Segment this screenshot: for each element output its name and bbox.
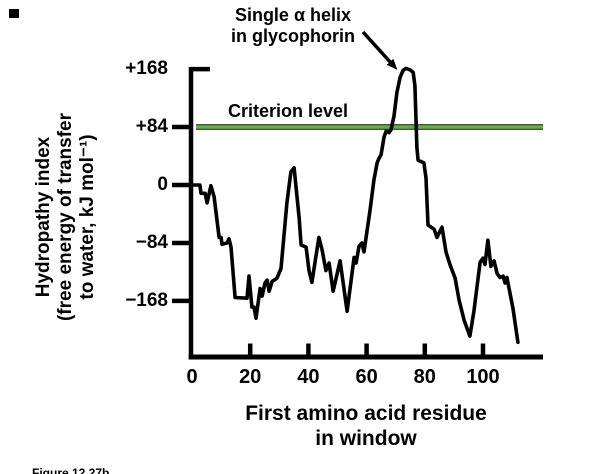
x-tick-label-20: 20 xyxy=(239,366,262,388)
y-axis-title-line-1: Hydropathy index xyxy=(33,136,54,298)
x-tick-label-100: 100 xyxy=(466,366,500,388)
y-axis-ticks xyxy=(172,66,210,304)
y-tick-label--168: −168 xyxy=(125,289,168,311)
criterion-level-label: Criterion level xyxy=(228,101,349,121)
figure-caption: Figure 12.27b xyxy=(32,466,110,474)
corner-mark xyxy=(9,9,19,18)
annotation-arrow xyxy=(361,30,398,70)
hydropathy-curve xyxy=(190,66,520,345)
x-axis-title-line-2: in window xyxy=(315,427,417,450)
x-axis-title: First amino acid residue in window xyxy=(216,401,516,451)
x-axis-title-line-1: First amino acid residue xyxy=(245,402,487,425)
y-tick-label-84: +84 xyxy=(135,116,168,138)
y-tick-label-168: +168 xyxy=(125,58,168,80)
x-tick-label-40: 40 xyxy=(297,366,320,388)
x-axis-ticks xyxy=(247,343,486,357)
y-axis-title-line-3: to water, kJ mol⁻¹) xyxy=(77,134,98,300)
x-tick-label-0: 0 xyxy=(186,366,198,388)
y-axis-title-line-2: (free energy of transfer xyxy=(55,113,76,322)
x-tick-label-60: 60 xyxy=(355,366,378,388)
y-axis-title: Hydropathy index (free energy of transfe… xyxy=(33,62,99,372)
x-tick-label-80: 80 xyxy=(413,366,436,388)
annotation-line-2: in glycophorin xyxy=(231,26,355,47)
annotation-single-alpha-helix: Single α helix in glycophorin xyxy=(198,5,388,47)
y-tick-label-0: 0 xyxy=(157,174,168,195)
annotation-line-1: Single α helix xyxy=(234,5,352,25)
y-tick-label--84: −84 xyxy=(135,231,168,253)
